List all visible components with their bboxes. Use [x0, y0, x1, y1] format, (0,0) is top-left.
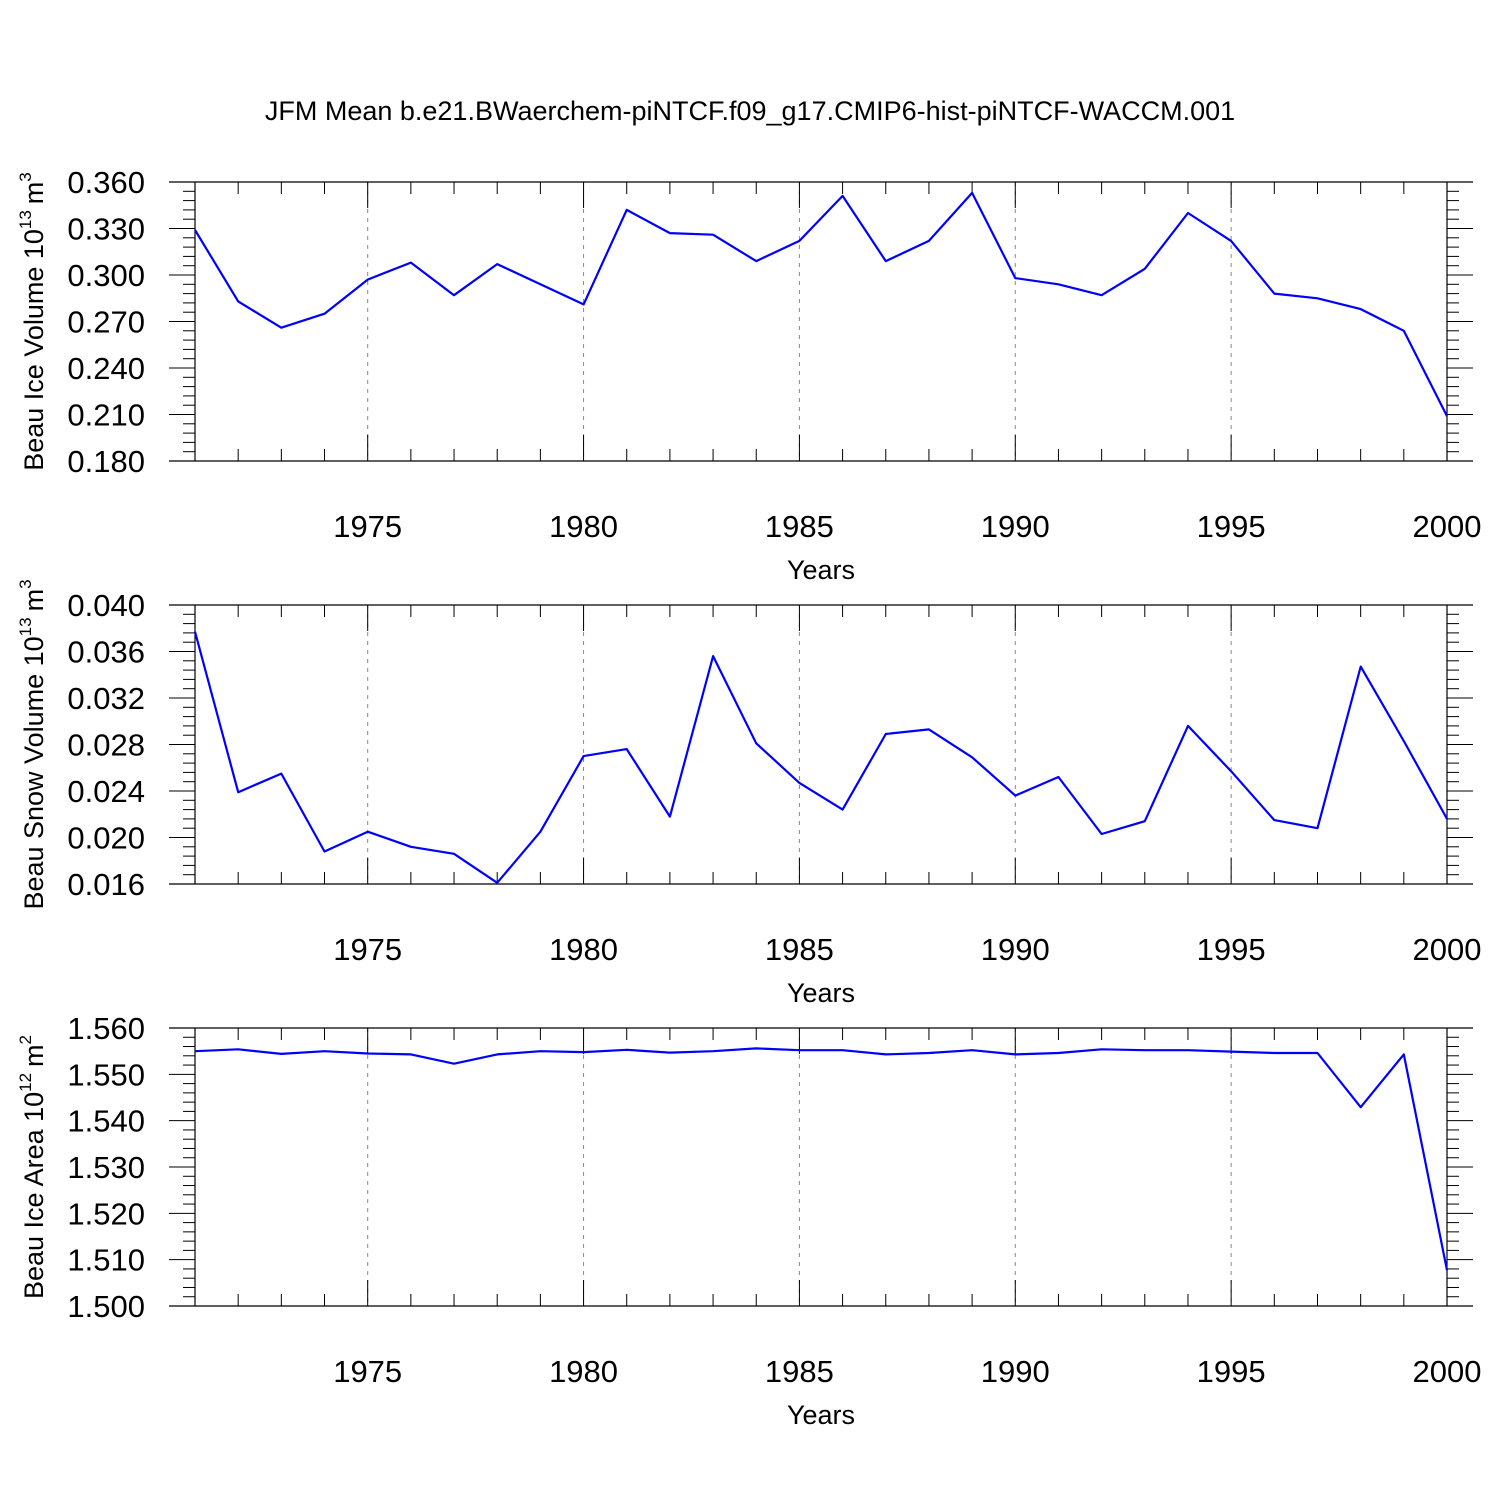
x-tick-label: 1980 [549, 1354, 618, 1389]
y-axis-title-main: Beau Ice Area 10 [19, 1092, 49, 1299]
y-tick-label: 0.016 [67, 867, 145, 902]
y-tick-label: 1.550 [67, 1057, 145, 1092]
x-tick-label: 1990 [981, 1354, 1050, 1389]
y-tick-label: 1.540 [67, 1104, 145, 1139]
x-tick-label: 1985 [765, 932, 834, 967]
x-tick-label: 1975 [333, 1354, 402, 1389]
y-tick-label: 1.530 [67, 1150, 145, 1185]
x-axis-title: Years [787, 978, 855, 1008]
y-tick-label: 0.040 [67, 588, 145, 623]
x-tick-label: 1995 [1197, 509, 1266, 544]
y-tick-label: 0.036 [67, 635, 145, 670]
x-tick-label: 1975 [333, 509, 402, 544]
y-axis-title-main: Beau Ice Volume 10 [19, 229, 49, 471]
x-tick-label: 1980 [549, 932, 618, 967]
y-axis-title-unit-exponent: 2 [16, 1035, 35, 1044]
y-axis-title-exponent: 13 [16, 617, 35, 636]
y-tick-label: 1.560 [67, 1011, 145, 1046]
y-tick-label: 0.330 [67, 212, 145, 247]
y-axis-title-unit-exponent: 3 [16, 172, 35, 181]
y-axis-title-exponent: 12 [16, 1073, 35, 1092]
y-tick-label: 0.270 [67, 305, 145, 340]
x-tick-label: 1985 [765, 509, 834, 544]
y-axis-title-unit: m [19, 182, 49, 205]
y-tick-label: 1.510 [67, 1243, 145, 1278]
x-tick-label: 1995 [1197, 932, 1266, 967]
x-tick-label: 1995 [1197, 1354, 1266, 1389]
panel-1: 0.180 0.210 0.240 0.270 0.300 0.330 0.360 1975 1… [16, 165, 1481, 585]
x-axis-title: Years [787, 555, 855, 585]
y-tick-label: 0.240 [67, 351, 145, 386]
data-line [194, 191, 1448, 417]
x-tick-label: 2000 [1413, 932, 1482, 967]
y-tick-label: 0.024 [67, 774, 145, 809]
y-axis-title: Beau Snow Volume 1013 m3 [16, 579, 49, 909]
y-axis-title: Beau Ice Area 1012 m2 [16, 1035, 49, 1299]
y-tick-label: 0.180 [67, 444, 145, 479]
y-axis-title: Beau Ice Volume 1013 m3 [16, 172, 49, 471]
x-axis-title: Years [787, 1400, 855, 1430]
y-axis-title-unit: m [19, 1044, 49, 1067]
y-axis-title-unit: m [19, 589, 49, 612]
panel-3: 1.500 1.510 1.520 1.530 1.540 1.550 1.560 1975 1… [16, 1011, 1481, 1430]
y-tick-label: 0.020 [67, 821, 145, 856]
y-axis-title-main: Beau Snow Volume 10 [19, 636, 49, 909]
y-tick-label: 0.360 [67, 165, 145, 200]
y-axis-title-unit-exponent: 3 [16, 579, 35, 588]
y-tick-label: 0.210 [67, 398, 145, 433]
figure-title: JFM Mean b.e21.BWaerchem-piNTCF.f09_g17.… [265, 96, 1235, 126]
x-tick-label: 1980 [549, 509, 618, 544]
x-tick-label: 1990 [981, 509, 1050, 544]
data-line [193, 631, 1448, 884]
data-line [194, 1047, 1449, 1271]
y-axis-title-exponent: 13 [16, 210, 35, 229]
y-tick-label: 1.520 [67, 1196, 145, 1231]
y-tick-label: 0.032 [67, 681, 145, 716]
y-tick-label: 0.300 [67, 258, 145, 293]
y-tick-label: 1.500 [67, 1289, 145, 1324]
x-tick-label: 2000 [1413, 1354, 1482, 1389]
x-tick-label: 2000 [1413, 509, 1482, 544]
panel-2: 0.016 0.020 0.024 0.028 0.032 0.036 0.040 1975 1… [16, 579, 1481, 1008]
y-tick-label: 0.028 [67, 728, 145, 763]
x-tick-label: 1975 [333, 932, 402, 967]
x-tick-label: 1985 [765, 1354, 834, 1389]
x-tick-label: 1990 [981, 932, 1050, 967]
